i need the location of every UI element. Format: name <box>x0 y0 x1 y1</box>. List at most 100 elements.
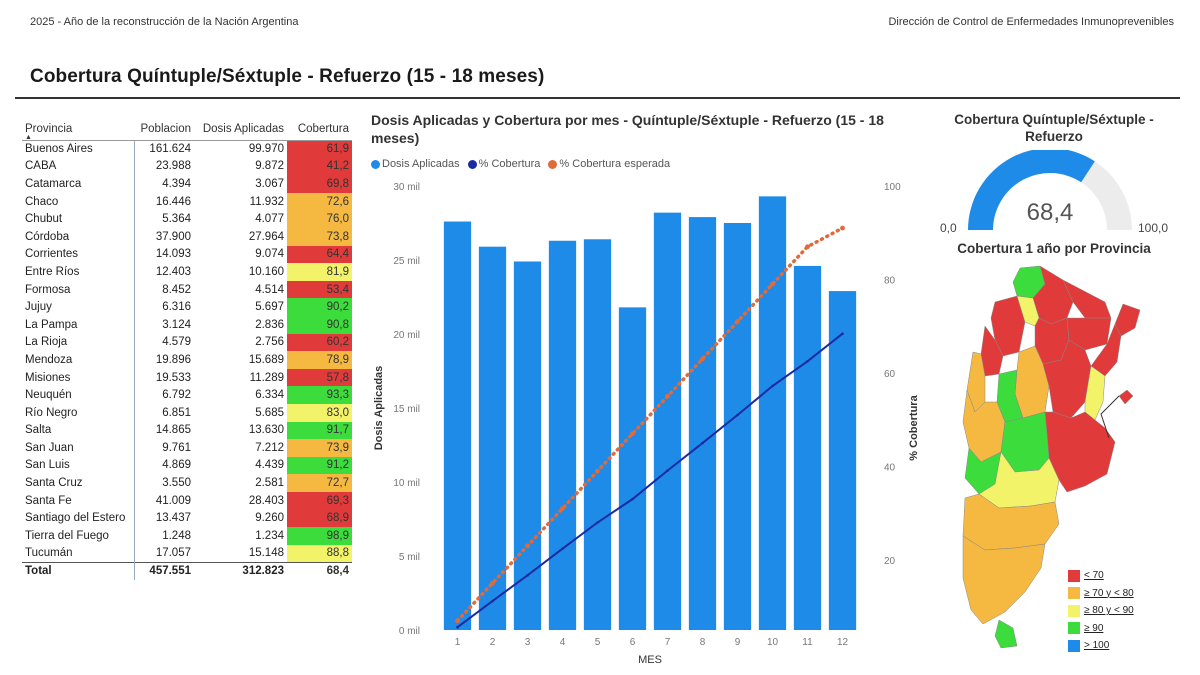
table-row[interactable]: Catamarca 4.394 3.067 69,8 <box>22 175 352 193</box>
map-legend-item[interactable]: < 70 <box>1068 567 1134 585</box>
top-bar: 2025 - Año de la reconstrucción de la Na… <box>30 16 1174 32</box>
expected-coverage-point[interactable] <box>525 543 530 549</box>
province-santafe[interactable] <box>1042 339 1092 419</box>
province-tucuman[interactable] <box>1016 295 1040 327</box>
expected-coverage-point[interactable] <box>840 225 845 231</box>
provincia-cell: Santa Cruz <box>22 474 135 492</box>
map-legend-item[interactable]: ≥ 70 y < 80 <box>1068 585 1134 603</box>
header-cobertura[interactable]: Cobertura <box>287 114 352 141</box>
map-legend-swatch <box>1068 587 1080 600</box>
coverage-point[interactable] <box>701 441 704 445</box>
coverage-point[interactable] <box>596 521 599 524</box>
table-row[interactable]: Santiago del Estero 13.437 9.260 68,9 <box>22 509 352 528</box>
expected-coverage-point[interactable] <box>665 393 670 399</box>
cobertura-cell: 68,9 <box>287 509 352 528</box>
coverage-point[interactable] <box>771 384 774 388</box>
coverage-point[interactable] <box>736 413 739 417</box>
expected-coverage-point[interactable] <box>805 244 810 250</box>
coverage-point[interactable] <box>666 469 669 472</box>
cobertura-cell: 76,0 <box>287 210 352 228</box>
dosis-cell: 15.148 <box>248 547 284 560</box>
header-dosis[interactable]: Dosis Aplicadas <box>194 114 287 141</box>
bar[interactable] <box>583 239 612 630</box>
table-row[interactable]: Tierra del Fuego 1.248 1.234 98,9 <box>22 527 352 545</box>
bar[interactable] <box>828 291 857 630</box>
table-row[interactable]: Santa Cruz 3.550 2.581 72,7 <box>22 474 352 492</box>
expected-coverage-point[interactable] <box>630 431 635 437</box>
table-row[interactable]: Tucumán 17.057 15.148 88,8 <box>22 544 352 563</box>
legend-item-dosis[interactable]: Dosis Aplicadas <box>371 158 460 170</box>
map-legend-item[interactable]: ≥ 90 <box>1068 620 1134 638</box>
table-row[interactable]: Salta 14.865 13.630 91,7 <box>22 421 352 440</box>
bar[interactable] <box>618 307 647 630</box>
x-tick-label: 3 <box>525 637 531 648</box>
dosis-cell: 6.334 <box>255 389 284 402</box>
coverage-line[interactable] <box>456 332 844 628</box>
bar[interactable] <box>443 221 472 630</box>
table-row[interactable]: CABA 23.988 9.872 41,2 <box>22 157 352 176</box>
table-row[interactable]: Corrientes 14.093 9.074 64,4 <box>22 245 352 264</box>
province-tierradelfuego[interactable] <box>994 619 1018 649</box>
dosis-cell: 9.260 <box>255 512 284 525</box>
province-misiones[interactable] <box>1114 303 1140 337</box>
map-legend-item[interactable]: > 100 <box>1068 637 1134 655</box>
provincia-cell: Neuquén <box>22 386 135 404</box>
header-provincia[interactable]: Provincia ▲ <box>22 114 134 141</box>
provincia-cell: Formosa <box>22 280 135 299</box>
gauge-value: 68,4 <box>1027 199 1074 226</box>
table-row[interactable]: Chaco 16.446 11.932 72,6 <box>22 192 352 211</box>
table-row[interactable]: Jujuy 6.316 5.697 90,2 <box>22 298 352 316</box>
table-row[interactable]: Mendoza 19.896 15.689 78,9 <box>22 351 352 369</box>
sort-up-icon[interactable]: ▲ <box>25 133 32 141</box>
expected-coverage-point[interactable] <box>735 319 740 324</box>
province-caba[interactable] <box>1118 389 1134 405</box>
table-row[interactable]: La Pampa 3.124 2.836 90,8 <box>22 315 352 334</box>
table-row[interactable]: Entre Ríos 12.403 10.160 81,9 <box>22 263 352 281</box>
header-poblacion[interactable]: Poblacion <box>134 114 194 141</box>
expected-coverage-line[interactable] <box>455 226 845 623</box>
expected-coverage-point[interactable] <box>560 506 565 511</box>
total-poblacion-cell: 457.551 <box>134 561 194 580</box>
legend-item-esperada[interactable]: % Cobertura esperada <box>548 158 670 170</box>
provincia-cell: La Pampa <box>22 315 135 334</box>
table-row[interactable]: La Rioja 4.579 2.756 60,2 <box>22 333 352 352</box>
expected-coverage-point[interactable] <box>490 580 495 586</box>
map-legend-item[interactable]: ≥ 80 y < 90 <box>1068 602 1134 620</box>
table-row[interactable]: Buenos Aires 161.624 99.970 61,9 <box>22 140 352 158</box>
table-row[interactable]: Neuquén 6.792 6.334 93,3 <box>22 386 352 404</box>
expected-coverage-point[interactable] <box>595 468 600 474</box>
table-row[interactable]: Río Negro 6.851 5.685 83,0 <box>22 403 352 422</box>
table-row[interactable]: Chubut 5.364 4.077 76,0 <box>22 210 352 228</box>
coverage-point[interactable] <box>631 497 634 501</box>
coverage-point[interactable] <box>491 599 494 603</box>
table-row[interactable]: Santa Fe 41.009 28.403 69,3 <box>22 491 352 510</box>
coverage-point[interactable] <box>806 359 809 363</box>
expected-coverage-point[interactable] <box>770 281 775 287</box>
coverage-point[interactable] <box>526 574 529 577</box>
bar[interactable] <box>478 246 507 630</box>
legend-item-cobertura[interactable]: % Cobertura <box>467 158 540 170</box>
table-row[interactable]: Formosa 8.452 4.514 53,4 <box>22 280 352 299</box>
y-tick-label: 0 mil <box>399 626 420 637</box>
legend-dot-cobertura <box>467 159 477 169</box>
provincia-cell: Entre Ríos <box>22 263 135 281</box>
coverage-point[interactable] <box>561 547 564 550</box>
expected-coverage-point[interactable] <box>700 356 705 362</box>
province-santacruz[interactable] <box>962 535 1046 625</box>
coverage-point[interactable] <box>456 625 459 629</box>
poblacion-cell: 19.533 <box>155 371 191 384</box>
bar[interactable] <box>688 217 717 630</box>
bar[interactable] <box>758 196 787 631</box>
bar[interactable] <box>723 223 752 630</box>
coverage-point[interactable] <box>841 332 844 335</box>
cobertura-cell: 60,2 <box>287 333 352 352</box>
table-row[interactable]: San Luis 4.869 4.439 91,2 <box>22 456 352 475</box>
table-row[interactable]: Córdoba 37.900 27.964 73,8 <box>22 227 352 246</box>
legend-label-dosis: Dosis Aplicadas <box>382 158 460 170</box>
table-row[interactable]: Misiones 19.533 11.289 57,8 <box>22 368 352 387</box>
bar[interactable] <box>793 265 822 630</box>
expected-coverage-point[interactable] <box>455 618 460 624</box>
bar[interactable] <box>653 212 682 630</box>
table-row[interactable]: San Juan 9.761 7.212 73,9 <box>22 439 352 457</box>
bar[interactable] <box>548 240 577 630</box>
